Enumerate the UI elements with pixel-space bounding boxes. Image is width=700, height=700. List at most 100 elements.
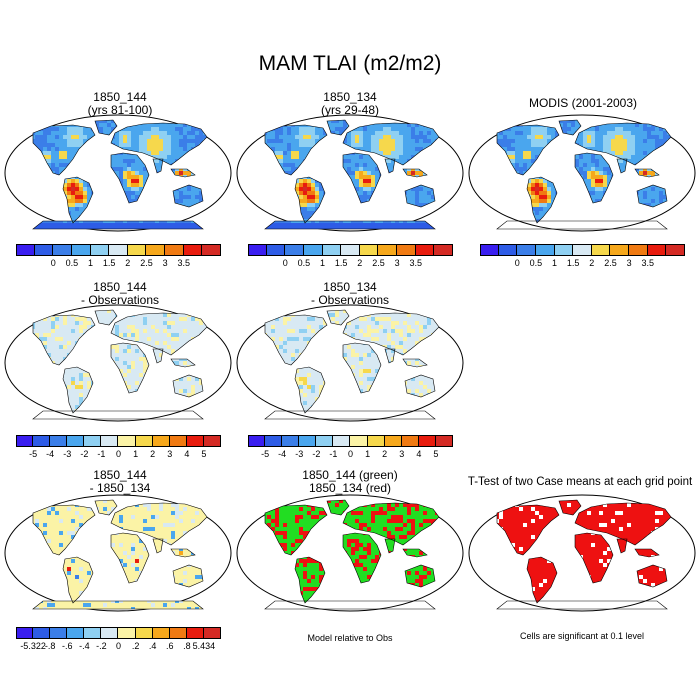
coastline-india bbox=[152, 538, 164, 554]
coastline-eurasia bbox=[110, 122, 208, 166]
colorbar-box bbox=[118, 435, 136, 447]
panel-title-p6: 1850_144 - 1850_134 bbox=[0, 469, 240, 495]
colorbar-box bbox=[666, 244, 685, 256]
coastline-india bbox=[152, 158, 164, 174]
coastline-greenland bbox=[326, 309, 350, 326]
panel-title-p5: 1850_134 - Observations bbox=[230, 281, 470, 307]
colorbar-box bbox=[517, 244, 536, 256]
map-p7 bbox=[235, 493, 465, 613]
colorbar-box bbox=[146, 244, 165, 256]
colorbar-box bbox=[554, 244, 574, 256]
colorbar-tick-label: -3 bbox=[295, 449, 304, 459]
colorbar-tick-label: 3 bbox=[162, 258, 168, 268]
colorbar-box bbox=[186, 627, 204, 639]
colorbar-tick-label: -5 bbox=[29, 449, 38, 459]
colorbar-tick-label: 2 bbox=[125, 258, 131, 268]
panel-title-p8: T-Test of two Case means at each grid po… bbox=[462, 476, 698, 489]
colorbar-box bbox=[265, 435, 283, 447]
world-map bbox=[4, 304, 232, 422]
colorbar-tick-label: 0 bbox=[514, 258, 520, 268]
colorbar-abs-3: 0 0.5 1 1.5 2 2.5 3 3.5 bbox=[480, 244, 685, 268]
colorbar-box bbox=[109, 244, 128, 256]
colorbar-box bbox=[610, 244, 629, 256]
coastline-na bbox=[264, 124, 328, 176]
coastline-sa bbox=[294, 556, 326, 604]
colorbar-box bbox=[350, 435, 368, 447]
colorbar-tick-label: 1.5 bbox=[102, 258, 116, 268]
colorbar-box bbox=[341, 244, 360, 256]
colorbar-tick-label: 1 bbox=[133, 449, 139, 459]
coastline-eurasia bbox=[110, 502, 208, 546]
colorbar-tick-label: 1 bbox=[552, 258, 558, 268]
colorbar-box bbox=[183, 244, 203, 256]
panel-title-p7: 1850_144 (green) 1850_134 (red) bbox=[230, 469, 470, 495]
colorbar-tick-label: 2 bbox=[150, 449, 156, 459]
panel-title-p2: 1850_134 (yrs 29-48) bbox=[230, 91, 470, 117]
coastline-antarctica bbox=[32, 600, 204, 610]
colorbar-box bbox=[53, 244, 72, 256]
panel-title-line1: MODIS (2001-2003) bbox=[528, 96, 638, 110]
world-map bbox=[236, 114, 464, 232]
coastline-sa bbox=[62, 556, 94, 604]
colorbar-tick-label: 0 bbox=[282, 258, 288, 268]
coastline-africa bbox=[342, 342, 382, 394]
colorbar-tick-label: -4 bbox=[46, 449, 55, 459]
coastline-india bbox=[384, 538, 396, 554]
coastline-greenland bbox=[558, 119, 582, 136]
colorbar-box bbox=[127, 244, 147, 256]
colorbar-box bbox=[67, 435, 85, 447]
coastline-na bbox=[32, 314, 96, 366]
colorbar-labels: -5 -4 -3 -2 -1 0 1 2 3 4 5 bbox=[16, 447, 221, 459]
colorbar-boxes bbox=[248, 244, 453, 256]
map-p8 bbox=[467, 493, 697, 613]
colorbar-box bbox=[299, 435, 317, 447]
colorbar-box bbox=[333, 435, 351, 447]
coastline-india bbox=[384, 158, 396, 174]
coastline-australia bbox=[636, 184, 668, 208]
colorbar-labels: 0 0.5 1 1.5 2 2.5 3 3.5 bbox=[16, 256, 221, 268]
coastline-australia bbox=[172, 564, 204, 588]
coastline-seasia bbox=[634, 548, 660, 558]
coastline-na bbox=[496, 124, 560, 176]
panel-title-line1: 1850_144 bbox=[93, 90, 147, 104]
panel-title-line2: - 1850_134 bbox=[89, 481, 151, 495]
coastline-greenland bbox=[326, 119, 350, 136]
colorbar-labels: 0 0.5 1 1.5 2 2.5 3 3.5 bbox=[248, 256, 453, 268]
coastline-africa bbox=[574, 152, 614, 204]
colorbar-box bbox=[16, 435, 34, 447]
colorbar-tick-label: 0 bbox=[115, 641, 122, 651]
coastline-eurasia bbox=[110, 312, 208, 356]
map-p6 bbox=[3, 493, 233, 613]
coastline-eurasia bbox=[342, 502, 440, 546]
coastline-india bbox=[616, 538, 628, 554]
panel-title-line1: 1850_134 bbox=[323, 280, 377, 294]
colorbar-box bbox=[84, 627, 102, 639]
coastline-australia bbox=[636, 564, 668, 588]
colorbar-box bbox=[118, 627, 136, 639]
panel-title-line2: - Observations bbox=[80, 293, 160, 307]
coastline-india bbox=[384, 348, 396, 364]
colorbar-box bbox=[203, 435, 221, 447]
colorbar-boxes bbox=[480, 244, 685, 256]
coastline-sa bbox=[294, 176, 326, 224]
colorbar-box bbox=[50, 435, 68, 447]
colorbar-box bbox=[169, 435, 187, 447]
coastline-antarctica bbox=[496, 600, 668, 610]
coastline-australia bbox=[404, 374, 436, 398]
colorbar-tick-label: .6 bbox=[165, 641, 174, 651]
colorbar-tick-label: 1.5 bbox=[566, 258, 580, 268]
coastline-africa bbox=[574, 532, 614, 584]
world-map bbox=[468, 494, 696, 612]
colorbar-tick-label: 3.5 bbox=[409, 258, 422, 268]
coastline-na bbox=[32, 504, 96, 556]
coastline-sa bbox=[62, 176, 94, 224]
colorbar-tick-label: -.6 bbox=[61, 641, 73, 651]
coastline-australia bbox=[172, 184, 204, 208]
colorbar-box bbox=[50, 627, 68, 639]
colorbar-boxes bbox=[248, 435, 453, 447]
panel-title-line2: - Observations bbox=[310, 293, 390, 307]
coastline-antarctica bbox=[32, 410, 204, 420]
colorbar-labels: -5.322 -.8 -.6 -.4 -.2 0 .2 .4 .6 .8 5.434 bbox=[16, 639, 221, 651]
coastline-antarctica bbox=[32, 220, 204, 230]
colorbar-tick-label: 0 bbox=[115, 449, 122, 459]
